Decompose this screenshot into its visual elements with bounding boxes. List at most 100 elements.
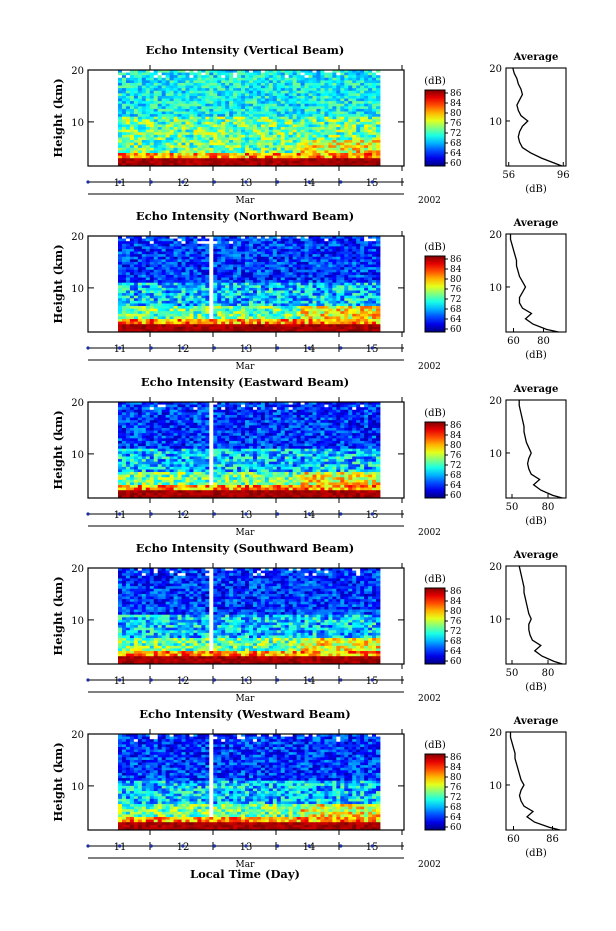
heatmap-cell xyxy=(141,308,147,312)
heatmap-cell xyxy=(288,256,294,260)
heatmap-cell xyxy=(320,272,325,276)
heatmap-cell xyxy=(292,98,298,102)
heatmap-cell xyxy=(241,308,246,312)
heatmap-cell xyxy=(340,142,345,146)
heatmap-cell xyxy=(177,248,182,252)
heatmap-cell xyxy=(181,88,186,92)
heatmap-cell xyxy=(118,147,123,151)
heatmap-cell xyxy=(316,121,321,125)
heatmap-cell xyxy=(225,121,230,125)
heatmap-cell xyxy=(376,114,381,118)
heatmap-cell xyxy=(300,308,305,312)
heatmap-cell xyxy=(288,82,294,86)
heatmap-cell xyxy=(181,153,186,157)
heatmap-cell xyxy=(312,77,317,81)
heatmap-cell xyxy=(312,256,317,260)
heatmap-cell xyxy=(229,129,234,133)
heatmap-cell xyxy=(169,114,174,118)
heatmap-cell xyxy=(245,145,250,149)
heatmap-cell xyxy=(213,254,218,258)
heatmap-cell xyxy=(280,98,286,102)
heatmap-cell xyxy=(237,72,242,76)
heatmap-cell xyxy=(288,163,294,167)
heatmap-cell xyxy=(153,319,159,323)
heatmap-cell xyxy=(145,160,151,164)
heatmap-cell xyxy=(249,155,254,159)
heatmap-cell xyxy=(213,137,218,141)
heatmap-cell xyxy=(249,150,254,154)
heatmap-cell xyxy=(372,261,377,265)
heatmap-cell xyxy=(312,254,317,258)
heatmap-cell xyxy=(332,303,337,307)
heatmap-cell xyxy=(181,319,186,323)
heatmap-cell xyxy=(209,155,214,159)
heatmap-cell xyxy=(157,282,163,286)
heatmap-cell xyxy=(260,272,266,276)
heatmap-cell xyxy=(276,293,282,297)
heatmap-cell xyxy=(356,142,361,146)
heatmap-cell xyxy=(256,269,262,273)
heatmap-cell xyxy=(324,134,329,138)
heatmap-cell xyxy=(328,142,333,146)
heatmap-cell xyxy=(157,324,163,328)
heatmap-cell xyxy=(348,295,353,299)
heatmap-cell xyxy=(153,274,159,278)
heatmap-cell xyxy=(205,114,210,118)
heatmap-cell xyxy=(312,321,317,325)
heatmap-cell xyxy=(376,246,381,250)
heatmap-cell xyxy=(312,116,317,120)
heatmap-cell xyxy=(300,98,305,102)
heatmap-cell xyxy=(149,272,155,276)
heatmap-cell xyxy=(360,293,365,297)
heatmap-cell xyxy=(364,155,369,159)
heatmap-cell xyxy=(316,285,321,289)
heatmap-cell xyxy=(360,308,365,312)
heatmap-cell xyxy=(280,238,286,242)
heatmap-cell xyxy=(304,153,309,157)
heatmap-cell xyxy=(197,134,202,138)
heatmap-cell xyxy=(149,238,155,242)
heatmap-cell xyxy=(344,280,349,284)
heatmap-cell xyxy=(312,145,317,149)
heatmap-cell xyxy=(332,324,337,328)
heatmap-cell xyxy=(193,132,198,136)
heatmap-cell xyxy=(189,280,194,284)
heatmap-cell xyxy=(348,303,353,307)
heatmap-cell xyxy=(145,119,151,123)
heatmap-cell xyxy=(217,321,222,325)
heatmap-cell xyxy=(197,298,202,302)
heatmap-cell xyxy=(304,137,309,141)
heatmap-cell xyxy=(344,316,349,320)
heatmap-cell xyxy=(364,145,369,149)
heatmap-cell xyxy=(181,163,186,167)
heatmap-cell xyxy=(308,142,313,146)
heatmap-cell xyxy=(173,106,178,110)
heatmap-cell xyxy=(137,153,143,157)
heatmap-cell xyxy=(145,261,151,265)
heatmap-cell xyxy=(308,313,313,317)
heatmap-cell xyxy=(169,259,174,263)
heatmap-cell xyxy=(165,93,171,97)
heatmap-cell xyxy=(225,319,230,323)
heatmap-cell xyxy=(157,163,163,167)
heatmap-cell xyxy=(376,272,381,276)
heatmap-cell xyxy=(213,153,218,157)
heatmap-cell xyxy=(185,80,190,84)
heatmap-cell xyxy=(237,93,242,97)
heatmap-cell xyxy=(241,321,246,325)
heatmap-cell xyxy=(118,241,123,245)
heatmap-cell xyxy=(161,238,167,242)
heatmap-cell xyxy=(245,90,250,94)
heatmap-cell xyxy=(256,106,262,110)
heatmap-cell xyxy=(205,163,210,167)
heatmap-cell xyxy=(157,290,163,294)
heatmap-cell xyxy=(344,313,349,317)
heatmap-cell xyxy=(324,140,329,144)
heatmap-cell xyxy=(280,127,286,131)
heatmap-cell xyxy=(372,272,377,276)
heatmap-cell xyxy=(372,70,377,73)
heatmap-cell xyxy=(280,90,286,94)
heatmap-cell xyxy=(324,116,329,120)
heatmap-cell xyxy=(320,267,325,271)
heatmap-cell xyxy=(276,153,282,157)
